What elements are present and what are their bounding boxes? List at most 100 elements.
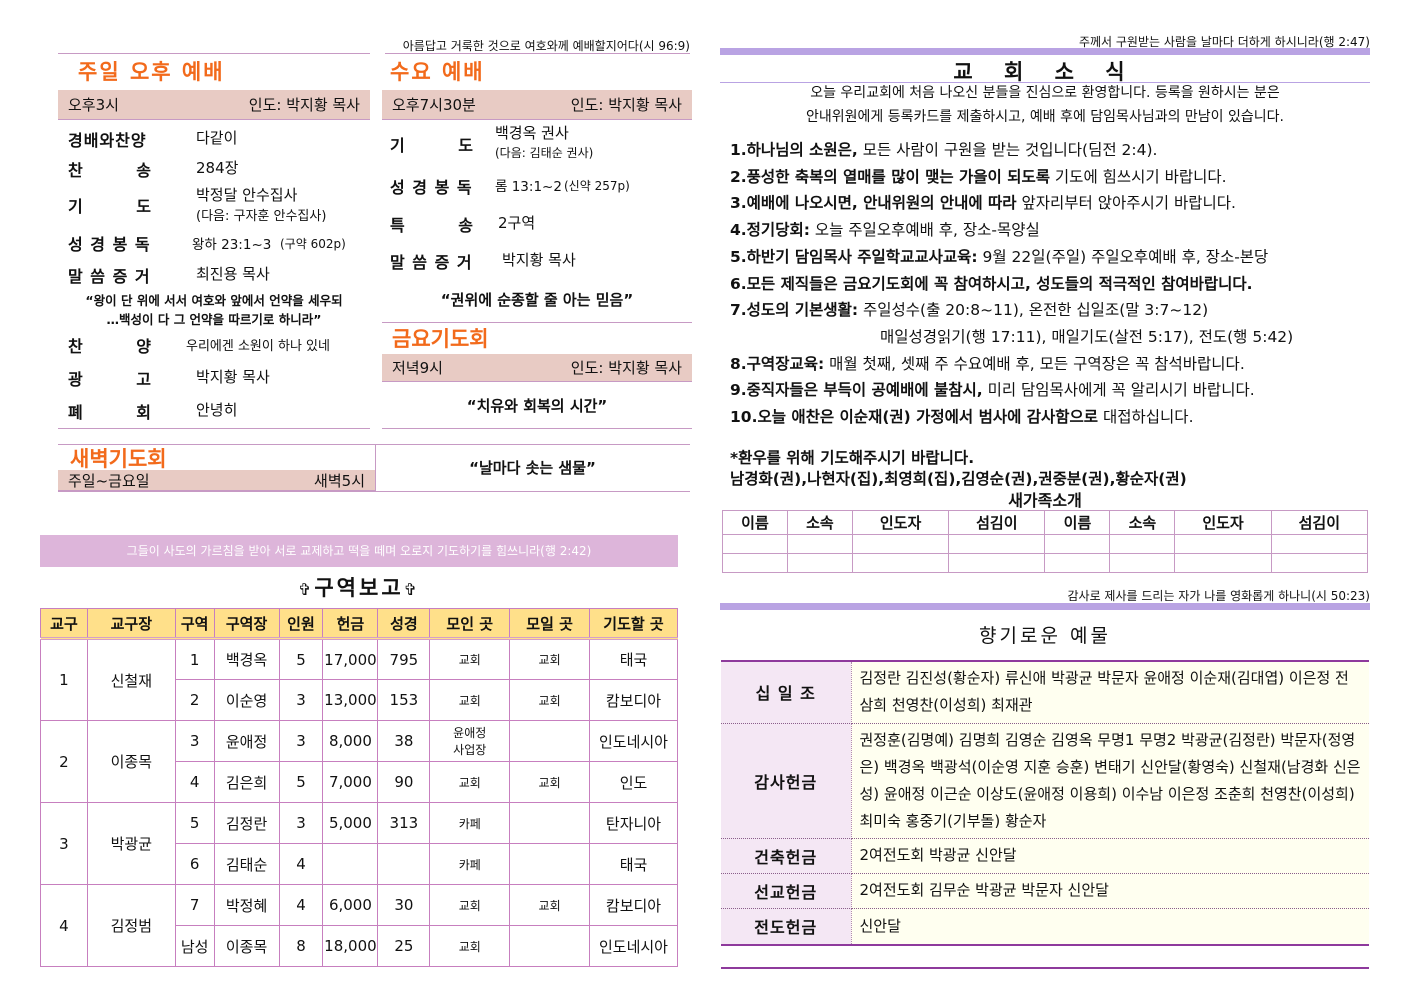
cell-value: 2 bbox=[174, 679, 215, 721]
cell-value: 17,000 bbox=[322, 638, 379, 680]
cell-value: 인도 bbox=[589, 761, 678, 803]
cell-value: 박정혜 bbox=[213, 884, 280, 926]
sunday-row-label: 말 씀 증 거 bbox=[68, 267, 151, 286]
new-family-cell bbox=[1270, 534, 1369, 554]
wednesday-row-label: 특 송 bbox=[390, 216, 475, 235]
wednesday-row-value: 백경옥 권사 bbox=[495, 124, 569, 142]
cell-header: 인원 bbox=[278, 608, 324, 640]
parish-number: 2 bbox=[40, 720, 88, 803]
new-family-cell bbox=[786, 534, 853, 554]
table-row: 남성 이종목 8 18,000 25 교회 인도네시아 bbox=[41, 925, 678, 967]
sunday-row-value: 왕하 23:1~3 bbox=[192, 237, 272, 253]
sunday-row-value: 박정달 안수집사 bbox=[196, 186, 298, 204]
new-family-cell bbox=[1109, 553, 1176, 573]
top-verse-right: 주께서 구원받는 사람을 날마다 더하게 하시니라(행 2:47) bbox=[1078, 35, 1370, 49]
new-family-table: 이름 소속 인도자 섬김이 이름 소속 인도자 섬김이 bbox=[722, 510, 1369, 573]
cell-value: 교회 bbox=[509, 679, 590, 721]
news-item-text: 대접하십니다. bbox=[1098, 408, 1194, 426]
news-item: 10.오늘 애찬은 이순재(권) 가정에서 범사에 감사함으로 대접하십니다. bbox=[730, 405, 1194, 427]
cell-value: 3 bbox=[278, 679, 324, 721]
cell-value bbox=[509, 925, 590, 967]
wednesday-row-sub: (다음: 김태순 권사) bbox=[495, 146, 594, 160]
new-family-cell bbox=[786, 553, 853, 573]
news-item: 2.풍성한 축복의 열매를 많이 맺는 가을이 되도록 기도에 힘쓰시기 바랍니… bbox=[730, 165, 1227, 187]
offering-category: 십 일 조 bbox=[721, 661, 852, 724]
cell-value: 6,000 bbox=[322, 884, 379, 926]
news-title: 교 회 소 식 bbox=[953, 59, 1137, 84]
offering-names: 권정훈(김명예) 김명희 김영순 김영옥 무명1 무명2 박광균(김정란) 박문… bbox=[851, 723, 1369, 839]
cell-value: 김은희 bbox=[213, 761, 280, 803]
purple-bar bbox=[720, 48, 1370, 55]
sunday-leader: 인도: 박지황 목사 bbox=[248, 96, 360, 114]
wednesday-band: 오후7시30분 인도: 박지황 목사 bbox=[382, 90, 692, 120]
sunday-quote-1: “왕이 단 위에 서서 여호와 앞에서 언약을 세우되 bbox=[85, 293, 343, 308]
cell-header: 기도할 곳 bbox=[589, 608, 678, 640]
cell-value: 백경옥 bbox=[213, 638, 280, 680]
news-item-bold: 3.예배에 나오시면, 안내위원의 안내에 따라 bbox=[730, 194, 1017, 213]
new-family-header: 이름 bbox=[1044, 510, 1111, 535]
wednesday-title: 수요 예배 bbox=[390, 60, 485, 84]
purple-bar-2 bbox=[720, 603, 1370, 610]
wednesday-row-label: 말 씀 증 거 bbox=[390, 253, 473, 272]
table-row: 2 이종목 3 윤애정 3 8,000 38 윤애정 사업장 인도네시아 bbox=[40, 720, 678, 803]
new-family-title: 새가족소개 bbox=[1008, 491, 1082, 510]
new-family-header: 인도자 bbox=[851, 510, 950, 535]
cell-value: 18,000 bbox=[322, 925, 379, 967]
news-item-bold: 7.성도의 기본생활: bbox=[730, 301, 859, 320]
parish-head: 이종목 bbox=[86, 720, 176, 803]
sunday-row-value: 다같이 bbox=[196, 129, 238, 147]
cell-value bbox=[322, 843, 379, 885]
cell-value: 카페 bbox=[429, 802, 511, 844]
cell-value: 윤애정 사업장 bbox=[429, 720, 511, 762]
offering-row: 십 일 조 김정란 김진성(황순자) 류신애 박광균 박문자 윤애정 이순재(김대… bbox=[721, 661, 1369, 724]
cell-value: 태국 bbox=[589, 638, 678, 680]
offering-row: 전도헌금 신안달 bbox=[721, 908, 1369, 946]
cell-value bbox=[509, 843, 590, 885]
wednesday-row-value: 롬 13:1~2 bbox=[495, 179, 562, 195]
cell-value: 4 bbox=[278, 843, 324, 885]
cell-value: 윤애정 bbox=[213, 720, 280, 762]
offering-table: 십 일 조 김정란 김진성(황순자) 류신애 박광균 박문자 윤애정 이순재(김대… bbox=[721, 660, 1369, 946]
offering-category: 감사헌금 bbox=[721, 723, 852, 839]
dawn-title: 새벽기도회 bbox=[70, 447, 167, 471]
new-family-cell bbox=[722, 553, 788, 573]
news-item-text: 매월 첫째, 셋째 주 수요예배 후, 모든 구역장은 꼭 참석바랍니다. bbox=[824, 354, 1245, 373]
wednesday-quote: “권위에 순종할 줄 아는 믿음” bbox=[440, 291, 634, 309]
cell-value: 1 bbox=[174, 638, 215, 680]
friday-band: 저녁9시 인도: 박지황 목사 bbox=[382, 354, 692, 382]
cell-value: 3 bbox=[278, 802, 324, 844]
cell-value: 8 bbox=[278, 925, 324, 967]
sunday-row-value: 안녕히 bbox=[196, 401, 238, 419]
offering-names: 김정란 김진성(황순자) 류신애 박광균 박문자 윤애정 이순재(김대엽) 이은… bbox=[851, 661, 1369, 724]
cell-header: 교구 bbox=[40, 608, 88, 640]
new-family-cell bbox=[1270, 553, 1369, 573]
friday-leader: 인도: 박지황 목사 bbox=[570, 359, 682, 377]
top-verse-left: 아름답고 거룩한 것으로 여호와께 예배할지어다(시 96:9) bbox=[402, 39, 690, 53]
news-item: 3.예배에 나오시면, 안내위원의 안내에 따라 앞자리부터 앉아주시기 바랍니… bbox=[730, 191, 1236, 213]
cell-value: 태국 bbox=[589, 843, 678, 885]
sunday-row-label: 광 고 bbox=[68, 370, 153, 389]
wednesday-row-sub: (신약 257p) bbox=[564, 179, 630, 193]
new-family-cell bbox=[948, 553, 1046, 573]
parish-head: 박광균 bbox=[86, 802, 176, 885]
new-family-cell bbox=[1044, 553, 1111, 573]
news-item: 9.중직자들은 부득이 공예배에 불참시, 미리 담임목사에게 꼭 알리시기 바… bbox=[730, 378, 1255, 400]
cell-value: 이순영 bbox=[213, 679, 280, 721]
offering-category: 전도헌금 bbox=[721, 908, 852, 946]
wednesday-row-value: 2구역 bbox=[498, 214, 536, 232]
cell-value: 4 bbox=[174, 761, 215, 803]
news-item-text: 모든 사람이 구원을 받는 것입니다(딤전 2:4). bbox=[857, 141, 1158, 159]
cross-icon: ✞ bbox=[297, 580, 315, 599]
offering-names: 2여전도회 김무순 박광균 박문자 신안달 bbox=[851, 873, 1369, 909]
sunday-quote-2: …백성이 다 그 언약을 따르기로 하니라” bbox=[106, 312, 322, 327]
news-item-bold: 10.오늘 애찬은 이순재(권) 가정에서 범사에 감사함으로 bbox=[730, 408, 1099, 426]
welcome-1: 오늘 우리교회에 처음 나오신 분들을 진심으로 환영합니다. 등록을 원하시는… bbox=[810, 85, 1280, 101]
cell-value: 교회 bbox=[509, 638, 590, 680]
sunday-row-value: 284장 bbox=[196, 159, 239, 177]
new-family-header: 이름 bbox=[722, 510, 788, 535]
news-item-text: 주일성수(출 20:8~11), 온전한 십일조(말 3:7~12) bbox=[858, 301, 1209, 320]
cell-value bbox=[377, 843, 431, 885]
new-family-cell bbox=[948, 534, 1046, 554]
cell-value: 김정란 bbox=[213, 802, 280, 844]
new-family-header: 인도자 bbox=[1174, 510, 1272, 535]
